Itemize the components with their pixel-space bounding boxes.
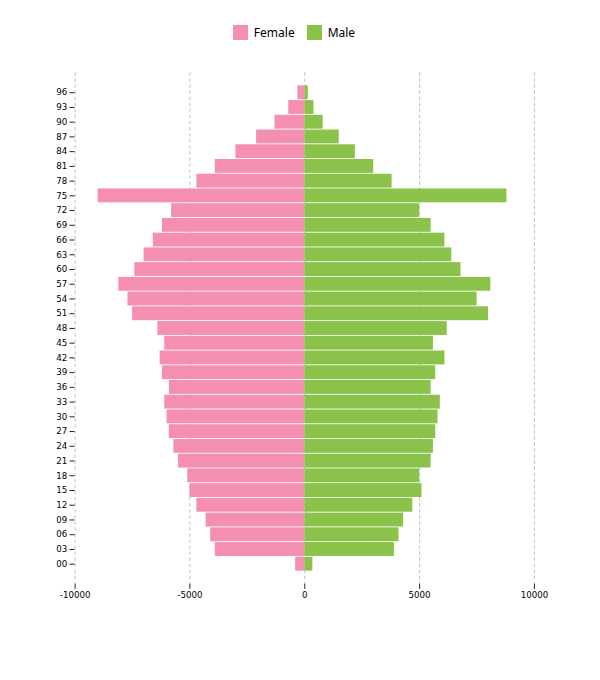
html-text:Male: Male: [327, 24, 356, 41]
svg-text:-5000: -5000: [177, 590, 202, 600]
svg-text:51: 51: [56, 308, 67, 318]
svg-text:0: 0: [302, 590, 308, 600]
svg-text:33: 33: [56, 397, 67, 407]
svg-text:60: 60: [56, 264, 67, 274]
svg-text:21: 21: [56, 456, 67, 466]
svg-text:81: 81: [56, 161, 67, 171]
svg-text:15: 15: [56, 485, 67, 495]
svg-text:93: 93: [56, 102, 67, 112]
svg-text:06: 06: [56, 529, 67, 539]
svg-text:57: 57: [56, 279, 67, 289]
svg-text:54: 54: [56, 294, 68, 304]
svg-text:75: 75: [56, 191, 67, 201]
svg-text:27: 27: [56, 426, 67, 436]
svg-text:39: 39: [56, 367, 67, 377]
svg-text:72: 72: [56, 205, 67, 215]
svg-text:84: 84: [56, 146, 68, 156]
svg-text:30: 30: [56, 412, 67, 422]
svg-text:10000: 10000: [521, 590, 549, 600]
svg-text:87: 87: [56, 132, 67, 142]
svg-text:03: 03: [56, 544, 67, 554]
svg-text:69: 69: [56, 220, 67, 230]
svg-text:66: 66: [56, 235, 67, 245]
svg-text:78: 78: [56, 176, 67, 186]
svg-text:96: 96: [56, 87, 67, 97]
svg-text:24: 24: [56, 441, 68, 451]
svg-text:00: 00: [56, 559, 67, 569]
svg-text:09: 09: [56, 515, 67, 525]
svg-text:12: 12: [56, 500, 67, 510]
svg-text:45: 45: [56, 338, 67, 348]
svg-text:36: 36: [56, 382, 67, 392]
svg-text:-10000: -10000: [60, 590, 91, 600]
svg-text:5000: 5000: [409, 590, 431, 600]
svg-text:63: 63: [56, 250, 67, 260]
html-text:Female: Female: [253, 24, 295, 41]
svg-text:48: 48: [56, 323, 67, 333]
svg-text:18: 18: [56, 471, 67, 481]
svg-text:42: 42: [56, 353, 67, 363]
svg-text:90: 90: [56, 117, 67, 127]
